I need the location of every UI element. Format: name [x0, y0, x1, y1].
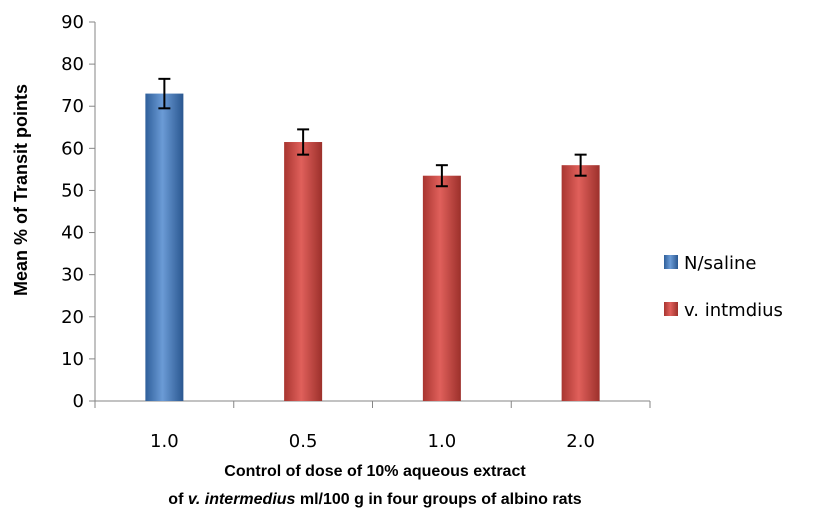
x-axis-title-pre: of: [168, 491, 188, 508]
x-axis-title-line1: Control of dose of 10% aqueous extract: [224, 463, 526, 480]
y-tick-label: 10: [61, 349, 84, 370]
x-axis: 1.0 0.5 1.0 2.0: [94, 400, 651, 452]
y-tick-label: 50: [61, 180, 84, 201]
legend-label: N/saline: [684, 253, 756, 274]
y-tick-label: 70: [61, 96, 84, 117]
x-axis-title-post: ml/100 g in four groups of albino rats: [295, 491, 581, 508]
bar: [145, 93, 184, 401]
x-axis-title-italic: v. intermedius: [188, 491, 296, 508]
bar: [284, 142, 323, 401]
x-tick-label: 2.0: [566, 431, 595, 452]
bars: [145, 93, 600, 401]
legend-swatch: [664, 302, 678, 316]
error-bars: [158, 77, 587, 188]
y-tick-label: 60: [61, 138, 84, 159]
bar: [561, 165, 600, 401]
y-tick-label: 40: [61, 223, 84, 244]
y-axis-title: Mean % of Transit points: [11, 84, 31, 296]
y-tick-label: 90: [61, 12, 84, 33]
x-axis-title-line2: of v. intermedius ml/100 g in four group…: [168, 491, 581, 508]
y-tick-label: 80: [61, 54, 84, 75]
x-tick-label: 1.0: [428, 431, 457, 452]
legend: N/saline v. intmdius: [664, 253, 783, 321]
y-tick-label: 30: [61, 265, 84, 286]
legend-label: v. intmdius: [684, 300, 783, 321]
x-tick-label: 1.0: [150, 431, 179, 452]
y-tick-label: 20: [61, 307, 84, 328]
legend-swatch: [664, 255, 678, 269]
y-axis: 0 10 20 30 40 50 60 70 80 90: [61, 12, 96, 412]
y-tick-label: 0: [73, 391, 84, 412]
bar: [422, 175, 461, 401]
x-tick-label: 0.5: [289, 431, 318, 452]
